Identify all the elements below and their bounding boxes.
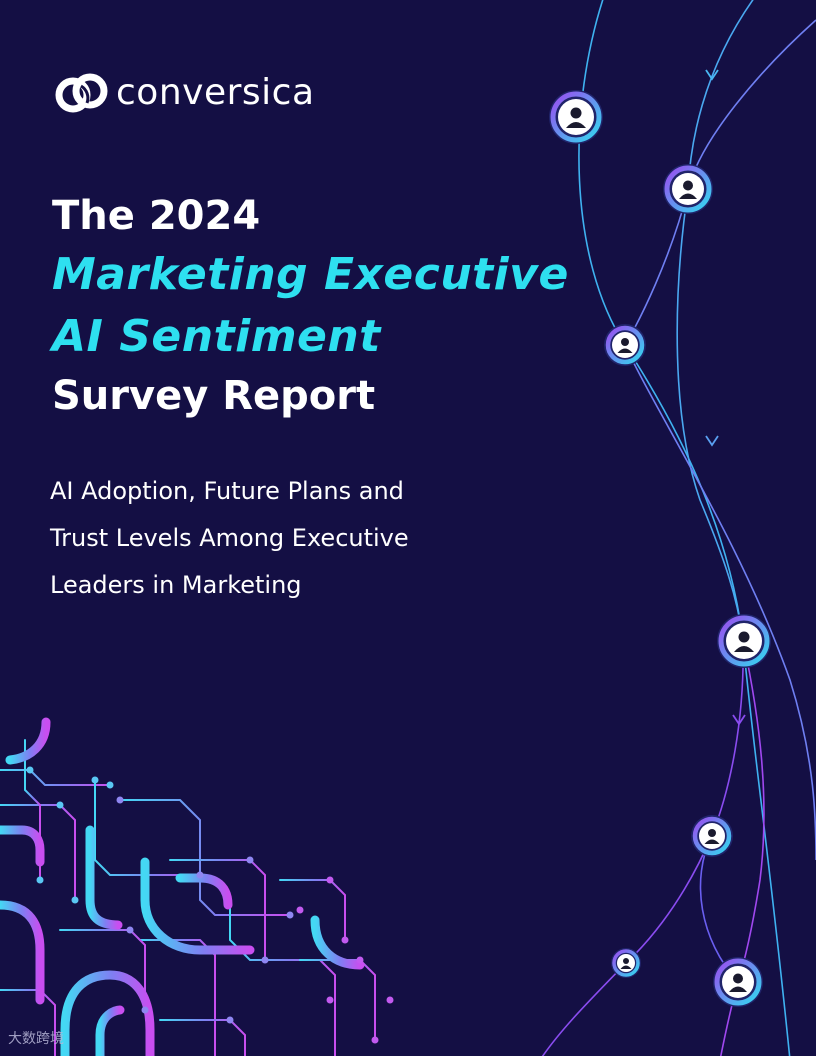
title-line-year: The 2024	[52, 193, 261, 239]
network-lines	[541, 0, 816, 1056]
circuit-pattern-icon	[0, 717, 394, 1056]
arrow-down-icon	[732, 714, 746, 726]
title-line-report: Survey Report	[52, 373, 376, 419]
subtitle-line-1: AI Adoption, Future Plans and	[50, 477, 404, 505]
subtitle-line-2: Trust Levels Among Executive	[50, 524, 409, 552]
interlocking-rings-icon	[55, 73, 108, 113]
brand-logo: conversica	[54, 68, 315, 118]
title-line-highlight-2: AI Sentiment	[52, 311, 381, 362]
avatar-icon	[717, 614, 771, 668]
watermark: 大数跨境	[8, 1031, 64, 1047]
title-line-highlight-1: Marketing Executive	[52, 249, 569, 300]
arrow-down-icon	[705, 69, 719, 81]
report-subtitle: AI Adoption, Future Plans and Trust Leve…	[50, 468, 510, 609]
subtitle-line-3: Leaders in Marketing	[50, 571, 302, 599]
avatar-icon	[713, 957, 763, 1007]
report-title: The 2024 Marketing Executive AI Sentimen…	[52, 188, 612, 424]
avatar-icon	[604, 324, 646, 366]
avatar-icon	[691, 815, 733, 857]
avatar-icon	[611, 948, 641, 978]
arrow-down-icon	[705, 435, 719, 447]
avatar-icon	[663, 164, 713, 214]
brand-name: conversica	[116, 72, 315, 113]
avatar-icon	[549, 90, 603, 144]
